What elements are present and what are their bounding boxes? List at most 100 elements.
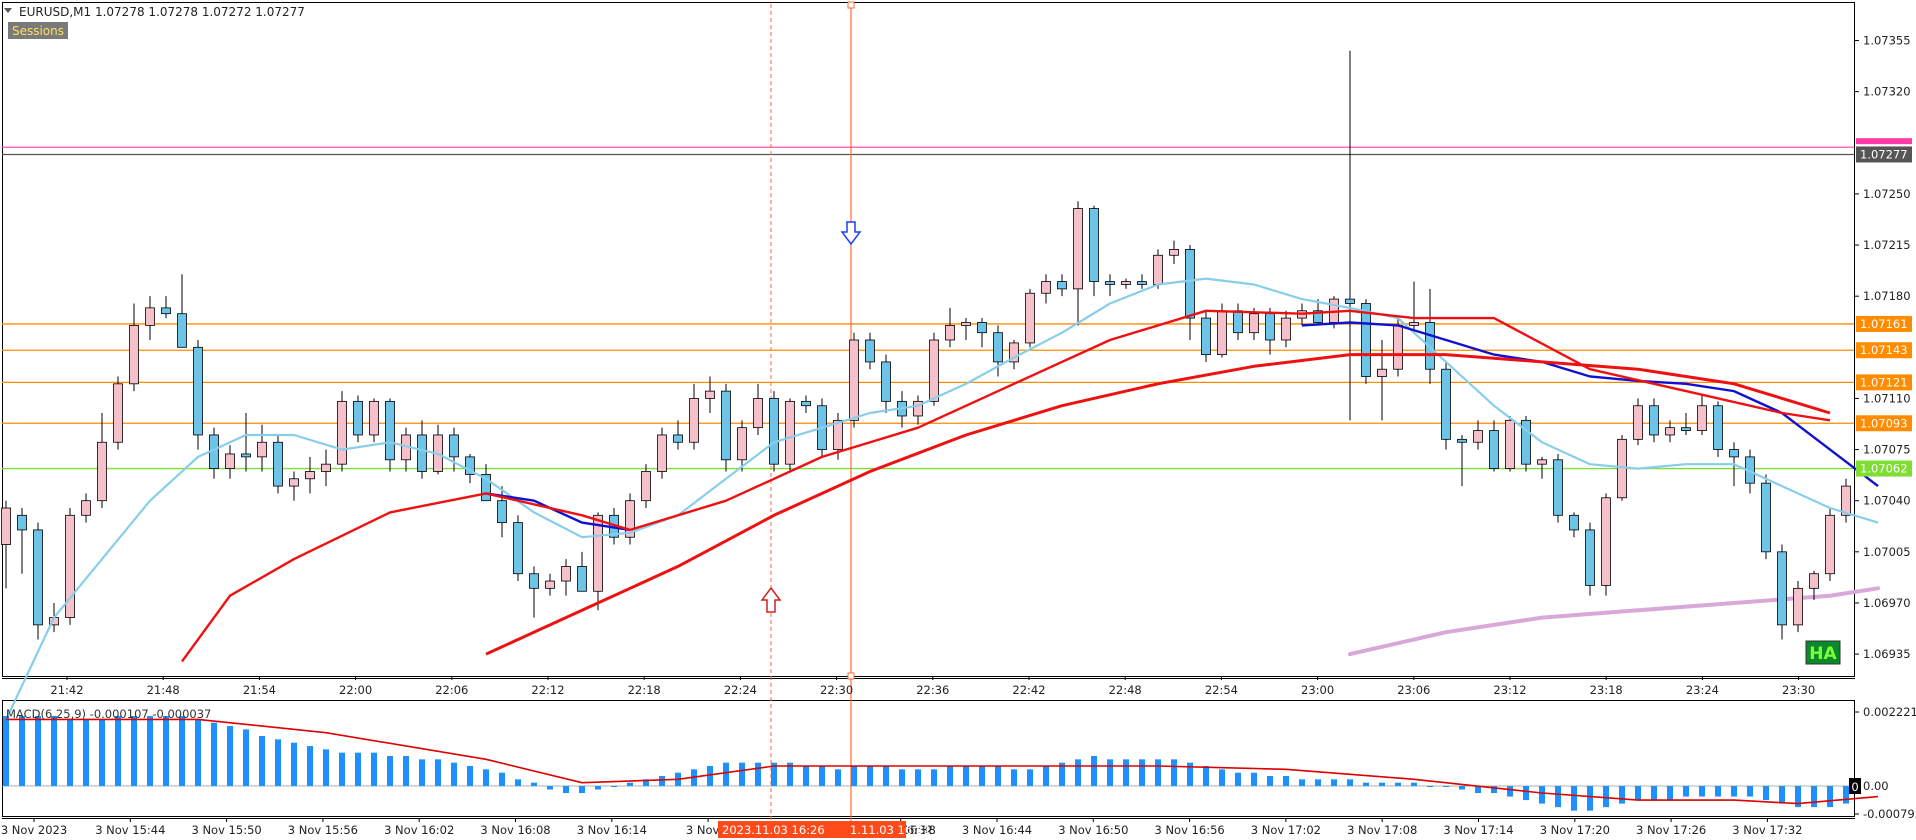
candle (241, 413, 251, 472)
candle (1793, 581, 1803, 633)
candle (1073, 201, 1083, 326)
time-axis-label: 23:12 (1493, 683, 1526, 697)
macd-bar (835, 769, 841, 786)
macd-bar (19, 716, 25, 786)
macd-current-tag-label: 0 (1851, 780, 1858, 794)
macd-bar (1667, 786, 1673, 801)
macd-bar (1251, 772, 1257, 786)
macd-bar (339, 752, 345, 786)
candle (849, 332, 859, 428)
candle (1281, 310, 1291, 348)
macd-axis-label: 0.002221 (1863, 705, 1916, 719)
candle (129, 303, 139, 392)
price-axis-label: 1.07250 (1863, 187, 1911, 201)
macd-bar (1619, 786, 1625, 804)
candle (337, 391, 347, 472)
macd-bar (1779, 786, 1785, 804)
macd-bar (707, 766, 713, 786)
macd-bar (451, 762, 457, 786)
macd-bar (995, 766, 1001, 786)
price-tag-0 (1856, 315, 1912, 332)
candle (801, 395, 811, 414)
macd-bar (515, 779, 521, 786)
candle (465, 453, 475, 484)
candle (81, 493, 91, 523)
macd-bar (947, 766, 953, 786)
ma-slow-path (181, 309, 1831, 663)
price-tag-label: 1.07093 (1860, 416, 1908, 430)
candle (113, 376, 123, 450)
candles (1, 50, 1851, 640)
sell-arrow-icon (840, 221, 862, 246)
candle (1057, 274, 1067, 297)
candle (1649, 398, 1659, 443)
macd-bar (83, 719, 89, 786)
candle (1, 500, 11, 589)
macd-axis-label: -0.000795 (1863, 807, 1916, 821)
ma-long-path (1348, 586, 1880, 657)
macd-bar (915, 769, 921, 786)
ma-long-line (1348, 586, 1880, 657)
macd-bar (259, 736, 265, 786)
date-axis-label: 3 Nov 16:56 (1154, 823, 1224, 837)
candle (769, 391, 779, 472)
macd-bar (35, 716, 41, 786)
candle (497, 486, 507, 538)
macd-bar (1571, 786, 1577, 811)
candle (177, 274, 187, 348)
macd-bar (531, 782, 537, 786)
macd-bar (387, 756, 393, 786)
date-axis-label: 3 Nov 17:08 (1347, 823, 1417, 837)
date-axis-label: 3 Nov 15:44 (95, 823, 165, 837)
candle (1169, 240, 1179, 265)
candle (145, 296, 155, 340)
sessions-label: Sessions (12, 24, 64, 38)
sessions-button[interactable] (8, 22, 68, 39)
candle (1633, 398, 1643, 446)
time-axis-label: 22:54 (1205, 683, 1238, 697)
vline-handle-top[interactable] (847, 1, 855, 9)
macd-bar (1011, 769, 1017, 786)
candle (1345, 50, 1355, 421)
macd-bar (1843, 786, 1849, 804)
candle (561, 559, 571, 596)
macd-bar (1299, 779, 1305, 786)
macd-current-tag (1849, 778, 1861, 794)
candle (1665, 420, 1675, 443)
macd-bar (1443, 786, 1449, 787)
candle (1825, 508, 1835, 582)
candle (721, 383, 731, 472)
candle (1537, 456, 1547, 479)
macd-bar (611, 786, 617, 787)
candle (193, 340, 203, 450)
macd-bar (1107, 759, 1113, 786)
price-axis-label: 1.07110 (1863, 391, 1911, 405)
candle (1585, 522, 1595, 596)
time-marker-right: 1.11.03 16:31 (850, 823, 931, 837)
macd-bar (1427, 786, 1433, 787)
candle (385, 398, 395, 472)
candle (1137, 274, 1147, 289)
candle (593, 512, 603, 611)
candle (705, 376, 715, 414)
candle (449, 427, 459, 472)
macd-bar (1699, 786, 1705, 797)
candle (1473, 420, 1483, 450)
macd-bar (899, 769, 905, 786)
macd-bar (179, 716, 185, 786)
collapse-triangle-icon[interactable] (4, 8, 12, 13)
ma-fast-path (5, 277, 1879, 721)
macd-bar (1283, 776, 1289, 786)
macd-bar (1363, 782, 1369, 786)
vline-handle-bottom[interactable] (847, 672, 855, 680)
macd-bar (771, 762, 777, 786)
date-axis-label: 3 Nov 16:50 (1058, 823, 1128, 837)
macd-bar (483, 769, 489, 786)
candle (1009, 340, 1019, 370)
time-axis-label: 23:24 (1686, 683, 1719, 697)
macd-bar (1651, 786, 1657, 801)
price-tag-label: 1.07062 (1860, 462, 1908, 476)
ha-badge[interactable] (1805, 640, 1841, 665)
candle (1841, 478, 1851, 523)
candle (1105, 274, 1115, 297)
